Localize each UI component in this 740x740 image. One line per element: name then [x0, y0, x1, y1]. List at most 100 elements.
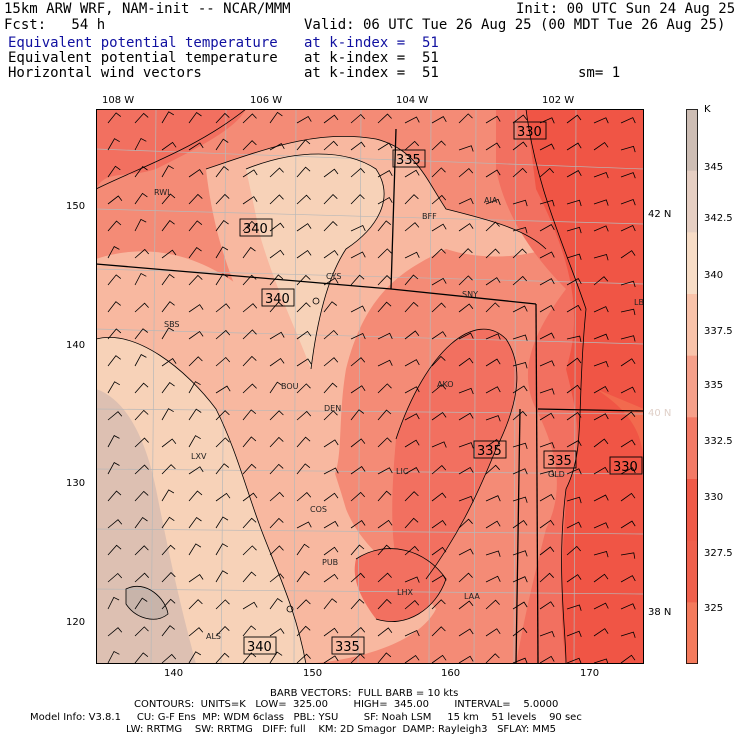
field3-name: Horizontal wind vectors — [8, 65, 202, 81]
wind-barb — [269, 463, 284, 475]
x-tick-160: 160 — [441, 668, 461, 679]
wind-barb — [134, 626, 149, 637]
station-ako: AKO — [437, 380, 454, 389]
wind-barb — [431, 140, 446, 151]
wind-barb — [458, 628, 474, 637]
lon-label-108w: 108 W — [102, 95, 135, 106]
wind-barb — [539, 167, 555, 178]
wind-barb — [404, 600, 420, 610]
wind-barb — [620, 386, 636, 394]
east-region-327 — [596, 389, 644, 469]
y-tick-150: 150 — [66, 201, 86, 212]
wind-barb — [566, 335, 582, 342]
wind-barb — [296, 223, 312, 232]
wind-barb — [134, 545, 149, 556]
wind-barb — [404, 629, 420, 637]
wind-barb — [512, 141, 528, 151]
wind-barb — [269, 491, 284, 502]
wind-barb — [323, 221, 338, 232]
wind-barb — [593, 573, 609, 583]
x-tick-140: 140 — [164, 668, 184, 679]
colorbar-label-327-5: 327.5 — [704, 548, 733, 559]
wind-barb — [458, 600, 474, 610]
station-rwl: RWL — [154, 188, 172, 197]
wind-barb — [296, 653, 311, 664]
wind-barb — [134, 112, 149, 124]
wind-barb — [593, 254, 609, 261]
wind-barb — [161, 111, 175, 124]
wind-barb — [242, 303, 258, 313]
station-sbs: SBS — [164, 320, 180, 329]
field3-level: at k-index = 51 — [304, 65, 439, 81]
model-info-1: Model Info: V3.8.1 CU: G-F Ens MP: WDM 6… — [30, 712, 582, 723]
wind-barb — [296, 274, 311, 286]
wind-barb — [593, 199, 609, 206]
wind-barb — [566, 440, 582, 448]
wind-barb — [431, 194, 447, 205]
wind-barb — [458, 275, 473, 286]
wind-barb — [485, 628, 501, 637]
wind-barb — [539, 655, 555, 664]
wind-barb — [485, 439, 501, 448]
wind-barb — [107, 195, 123, 205]
wind-barb — [512, 114, 528, 124]
wind-barb — [377, 142, 393, 151]
wind-barb — [593, 385, 609, 394]
wind-barb — [215, 112, 230, 124]
wind-barb — [620, 117, 636, 124]
wind-barb — [566, 630, 582, 637]
wind-barb — [431, 574, 447, 583]
wind-barb — [350, 305, 366, 313]
theta-e-map: RWL BFF AIA CYS SNY LBF SBS BOU DEN AKO … — [96, 109, 644, 664]
east-region-330 — [526, 109, 644, 664]
county-grid — [96, 109, 644, 664]
wind-barb — [404, 116, 420, 124]
wind-barb — [134, 464, 149, 475]
wind-barb — [296, 436, 311, 448]
colorbar — [686, 109, 698, 664]
wind-barb — [404, 491, 419, 502]
wind-barb — [458, 303, 474, 313]
wind-barb — [377, 196, 393, 205]
svg-text:330: 330 — [517, 125, 542, 140]
lat-label-38n: 38 N — [648, 607, 672, 618]
wind-barb — [215, 329, 231, 340]
wind-barb — [107, 381, 120, 394]
wind-barb — [269, 381, 283, 394]
wind-barb — [161, 327, 175, 340]
wind-barb — [539, 332, 555, 340]
wind-barb — [323, 249, 339, 259]
wind-barb — [215, 626, 230, 637]
wind-barb — [107, 519, 123, 529]
wind-barb — [242, 140, 257, 151]
wind-barb — [539, 470, 555, 477]
wind-barb — [458, 248, 473, 259]
wind-barb — [485, 550, 501, 557]
wind-barb — [566, 412, 582, 421]
wind-barb — [188, 220, 203, 232]
wind-barb — [377, 113, 392, 124]
wind-barb — [188, 356, 203, 367]
wind-barb — [593, 413, 609, 421]
wind-barb — [485, 142, 501, 151]
lat-label-42n: 42 N — [648, 209, 672, 220]
wind-barb — [539, 224, 555, 232]
wind-barb — [620, 198, 636, 206]
wind-barb — [458, 518, 473, 529]
wind-barb — [188, 169, 204, 178]
wind-barb — [350, 409, 365, 421]
colorbar-label-335: 335 — [704, 380, 724, 391]
wind-barb — [539, 546, 555, 556]
wind-barb — [566, 468, 582, 475]
wind-barb — [161, 438, 177, 448]
wind-barb — [242, 625, 257, 637]
wind-barb — [161, 408, 174, 421]
wind-barb — [107, 544, 122, 556]
wind-barb — [296, 570, 310, 583]
colorbar-block — [686, 109, 698, 172]
wind-barb — [242, 409, 257, 421]
wind-barb — [593, 333, 609, 340]
wind-barb — [188, 330, 204, 340]
region-345 — [126, 586, 168, 620]
wind-barb — [269, 222, 285, 232]
